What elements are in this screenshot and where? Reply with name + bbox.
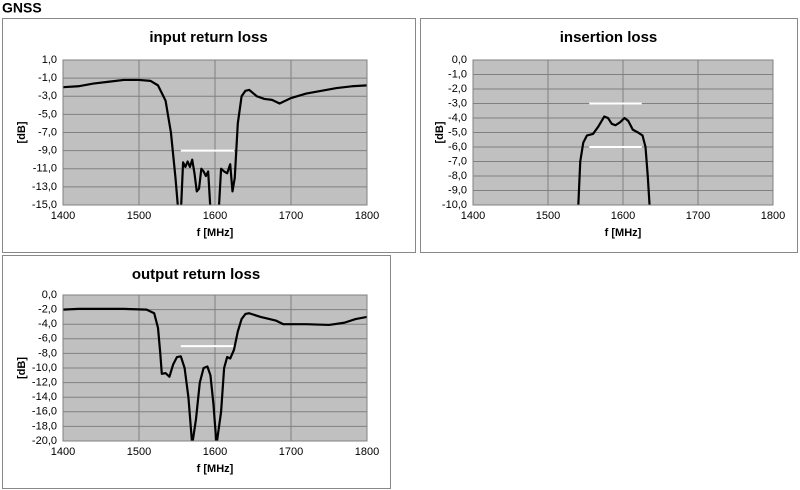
page-title: GNSS [2, 0, 42, 16]
y-tick-label: -7,0 [38, 126, 57, 138]
y-tick-label: -2,0 [448, 83, 467, 95]
y-tick-label: -2,0 [38, 304, 57, 316]
y-tick-label: -4,0 [448, 112, 467, 124]
x-tick-label: 1400 [51, 210, 75, 222]
y-axis-label: [dB] [16, 121, 28, 143]
y-tick-label: -1,0 [38, 72, 57, 84]
y-tick-label: -5,0 [448, 126, 467, 138]
x-axis-label: f [MHz] [197, 463, 234, 475]
x-axis-label: f [MHz] [197, 227, 234, 239]
plot-border [62, 294, 368, 442]
plot-border [472, 59, 774, 206]
x-tick-label: 1500 [127, 210, 151, 222]
x-tick-label: 1700 [686, 210, 710, 222]
x-tick-label: 1500 [536, 210, 560, 222]
chart-title: insertion loss [560, 29, 658, 46]
x-tick-label: 1700 [279, 446, 303, 458]
y-tick-label: -3,0 [38, 90, 57, 102]
plot-border [62, 59, 368, 206]
y-tick-label: -9,0 [448, 184, 467, 196]
data-line [63, 307, 367, 441]
y-tick-label: -13,0 [32, 181, 57, 193]
x-tick-label: 1700 [279, 210, 303, 222]
x-tick-label: 1800 [761, 210, 785, 222]
y-tick-label: -14,0 [32, 391, 57, 403]
y-tick-label: -11,0 [33, 163, 57, 175]
x-tick-label: 1600 [611, 210, 635, 222]
y-tick-label: -1,0 [448, 68, 467, 80]
y-tick-label: -9,0 [38, 145, 57, 157]
y-tick-label: -6,0 [448, 141, 467, 153]
y-tick-label: -10,0 [442, 199, 467, 211]
chart-title: output return loss [132, 266, 260, 283]
y-tick-label: -20,0 [32, 435, 57, 447]
y-tick-label: -7,0 [448, 155, 467, 167]
x-axis-label: f [MHz] [605, 227, 642, 239]
x-tick-label: 1800 [355, 446, 379, 458]
data-line [63, 78, 367, 205]
x-tick-label: 1500 [127, 446, 151, 458]
y-tick-label: -4,0 [38, 318, 57, 330]
y-tick-label: 1,0 [42, 54, 57, 66]
x-tick-label: 1400 [461, 210, 485, 222]
y-tick-label: -8,0 [38, 347, 57, 359]
y-axis-label: [dB] [434, 121, 446, 143]
y-tick-label: -16,0 [32, 406, 57, 418]
y-tick-label: -8,0 [448, 170, 467, 182]
data-line [577, 115, 651, 205]
y-tick-label: -10,0 [32, 362, 57, 374]
x-tick-label: 1600 [203, 446, 227, 458]
y-tick-label: -12,0 [32, 377, 57, 389]
x-tick-label: 1400 [51, 446, 75, 458]
y-tick-label: -18,0 [32, 420, 57, 432]
y-tick-label: -6,0 [38, 333, 57, 345]
y-tick-label: 0,0 [42, 289, 57, 301]
x-tick-label: 1800 [355, 210, 379, 222]
chart-title: input return loss [149, 29, 267, 46]
y-tick-label: -15,0 [32, 199, 57, 211]
x-tick-label: 1600 [203, 210, 227, 222]
y-tick-label: -3,0 [448, 97, 467, 109]
y-axis-label: [dB] [16, 357, 28, 379]
y-tick-label: -5,0 [38, 108, 57, 120]
y-tick-label: 0,0 [452, 54, 467, 66]
